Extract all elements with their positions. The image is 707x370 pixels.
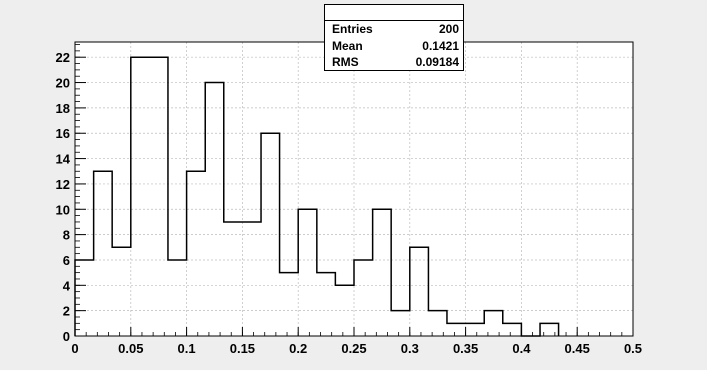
y-tick-label: 22 [56, 50, 70, 65]
histogram-bin [131, 57, 168, 336]
histogram-bin [540, 323, 559, 336]
y-tick-label: 4 [63, 278, 71, 293]
x-tick-label: 0.35 [453, 341, 478, 356]
histogram-bin [205, 83, 224, 336]
y-tick-label: 6 [63, 253, 70, 268]
stats-value-entries: 200 [438, 22, 459, 36]
histogram-bin [410, 247, 429, 336]
x-tick-label: 0.4 [512, 341, 531, 356]
x-tick-label: 0 [71, 341, 78, 356]
x-tick-label: 0.2 [289, 341, 307, 356]
stats-value-mean: 0.1421 [422, 38, 459, 53]
histogram-bin [335, 285, 354, 336]
histogram-bin [298, 209, 317, 336]
stats-label-entries: Entries [332, 22, 373, 36]
y-tick-label: 14 [56, 152, 71, 167]
histogram-bin [428, 311, 447, 336]
x-tick-label: 0.05 [118, 341, 143, 356]
y-tick-label: 0 [63, 329, 70, 344]
stats-label-rms: RMS [332, 55, 359, 69]
histogram-bin [261, 133, 280, 336]
histogram-bin [391, 311, 410, 336]
x-tick-label: 0.45 [565, 341, 590, 356]
histogram-bin [354, 260, 373, 336]
histogram-bin [503, 323, 522, 336]
y-tick-label: 18 [56, 101, 70, 116]
histogram-bin [373, 209, 392, 336]
histogram-bin [224, 222, 261, 336]
stats-label-mean: Mean [332, 38, 363, 53]
y-tick-label: 10 [56, 202, 70, 217]
histogram-bin [317, 273, 336, 336]
y-tick-label: 2 [63, 304, 70, 319]
x-tick-label: 0.25 [341, 341, 366, 356]
stats-row-mean: Mean 0.1421 [325, 38, 463, 55]
histogram-outline [74, 56, 560, 337]
histogram-bin [484, 311, 503, 336]
histogram-bin [112, 247, 131, 336]
y-tick-label: 20 [56, 76, 70, 91]
stats-value-rms: 0.09184 [415, 55, 459, 69]
x-tick-label: 0.1 [178, 341, 196, 356]
histogram-bin [168, 260, 187, 336]
y-tick-label: 12 [56, 177, 70, 192]
x-tick-label: 0.15 [230, 341, 255, 356]
stats-box: Entries 200 Mean 0.1421 RMS 0.09184 [324, 4, 464, 71]
stats-row-rms: RMS 0.09184 [325, 54, 463, 71]
histogram-bin [94, 171, 113, 336]
y-tick-label: 16 [56, 126, 70, 141]
y-tick-label: 8 [63, 228, 70, 243]
histogram-bin [187, 171, 206, 336]
histogram-bin [280, 273, 299, 336]
stats-row-entries: Entries 200 [325, 21, 463, 38]
stats-title-area [325, 5, 463, 21]
x-tick-label: 0.3 [401, 341, 419, 356]
x-tick-label: 0.5 [624, 341, 642, 356]
